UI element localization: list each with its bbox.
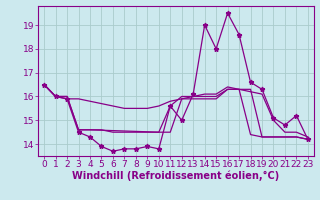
X-axis label: Windchill (Refroidissement éolien,°C): Windchill (Refroidissement éolien,°C) [72,171,280,181]
